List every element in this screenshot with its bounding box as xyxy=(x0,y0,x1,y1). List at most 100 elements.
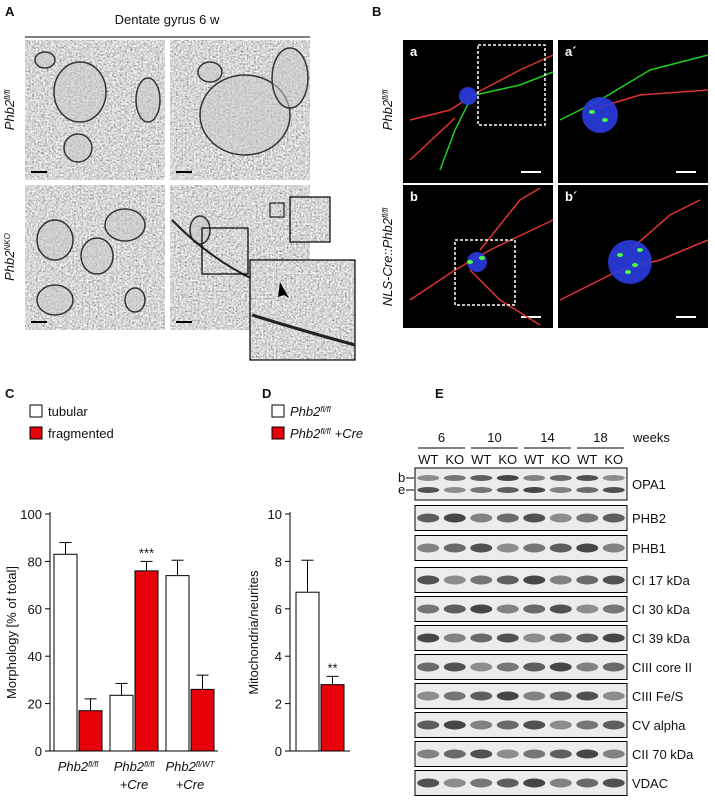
row-label-part: Phb2 xyxy=(2,99,17,130)
timepoint: 6 xyxy=(438,430,445,445)
band xyxy=(523,487,546,493)
significance: ** xyxy=(327,660,337,675)
genotype: WT xyxy=(418,452,438,467)
x-tick-label-part: Phb2 xyxy=(58,759,89,774)
row-label-part: fl/fl xyxy=(381,89,390,99)
isoform-label: e xyxy=(398,482,405,497)
band xyxy=(549,720,572,730)
neurite xyxy=(629,199,701,251)
band xyxy=(470,778,493,788)
band xyxy=(417,513,440,523)
x-tick-label-line2: +Cre xyxy=(120,777,149,792)
neurite xyxy=(409,117,456,161)
band xyxy=(417,720,440,730)
band xyxy=(602,778,625,788)
y-axis-label: Morphology [% of total] xyxy=(4,566,19,699)
protein-label: CI 17 kDa xyxy=(632,573,691,588)
row-label: Phb2NKO xyxy=(2,233,17,281)
zoom-box xyxy=(477,44,546,126)
band xyxy=(496,575,519,585)
protein-label: CV alpha xyxy=(632,718,686,733)
y-tick-label: 4 xyxy=(275,649,282,664)
band xyxy=(443,604,466,614)
protein-label: VDAC xyxy=(632,776,668,791)
isoform-label: b xyxy=(398,470,405,485)
neurite xyxy=(479,187,541,251)
genotype: KO xyxy=(604,452,623,467)
mitochondrion xyxy=(189,215,211,245)
band xyxy=(470,487,493,493)
band xyxy=(576,575,599,585)
band xyxy=(549,604,572,614)
band xyxy=(443,691,466,701)
membrane xyxy=(251,313,356,347)
bar xyxy=(165,575,190,752)
x-tick-label-part: fl/fl xyxy=(88,760,98,769)
band xyxy=(602,633,625,643)
inset-frame xyxy=(249,259,356,361)
bar xyxy=(53,553,78,752)
mito-signal xyxy=(589,110,595,114)
panel-letter: A xyxy=(5,4,15,19)
band xyxy=(417,691,440,701)
x-tick-label: Phb2fl/fl xyxy=(114,759,155,774)
band xyxy=(549,543,572,553)
nucleus xyxy=(459,87,477,105)
row-label-part: Phb2 xyxy=(380,99,395,130)
bar xyxy=(190,688,215,752)
row-label-part: NKO xyxy=(3,233,12,250)
y-tick-label: 80 xyxy=(28,554,42,569)
bar xyxy=(78,710,103,752)
panel-letter: E xyxy=(435,386,444,401)
inset-frame xyxy=(289,196,331,243)
neurite xyxy=(439,99,471,171)
legend-swatch xyxy=(29,426,43,440)
bar xyxy=(109,694,134,752)
band xyxy=(523,633,546,643)
x-tick-label-part: fl/WT xyxy=(196,760,216,769)
band xyxy=(549,691,572,701)
protein-label: CII 70 kDa xyxy=(632,747,694,762)
band xyxy=(443,513,466,523)
band xyxy=(549,633,572,643)
band xyxy=(576,691,599,701)
legend-label: Phb2fl/fl +Cre xyxy=(290,426,363,441)
mito-signal xyxy=(632,263,638,267)
genotype: WT xyxy=(577,452,597,467)
band xyxy=(576,604,599,614)
row-label: Phb2fl/fl xyxy=(2,89,17,130)
band xyxy=(523,575,546,585)
protein-label: CI 30 kDa xyxy=(632,602,691,617)
panel-letter: B xyxy=(372,4,381,19)
significance: *** xyxy=(139,545,154,560)
band xyxy=(443,543,466,553)
genotype: KO xyxy=(551,452,570,467)
mitochondrion xyxy=(36,284,74,316)
mitochondrion xyxy=(124,287,146,313)
band xyxy=(417,633,440,643)
row-label: NLS-Cre::Phb2fl/fl xyxy=(380,208,395,307)
nucleus xyxy=(582,97,618,133)
protein-label: PHB1 xyxy=(632,541,666,556)
band xyxy=(443,575,466,585)
band xyxy=(417,604,440,614)
legend-label-part: fl/fl xyxy=(320,427,330,436)
row-label-part: Phb2 xyxy=(2,250,17,281)
protein-label: CIII Fe/S xyxy=(632,689,684,704)
band xyxy=(496,749,519,759)
band xyxy=(443,662,466,672)
band xyxy=(602,513,625,523)
blot xyxy=(414,467,628,501)
inset xyxy=(289,196,331,243)
band xyxy=(470,749,493,759)
band xyxy=(470,604,493,614)
neurite xyxy=(474,71,554,96)
band xyxy=(417,475,440,481)
band xyxy=(549,778,572,788)
bar xyxy=(134,570,159,752)
band xyxy=(496,633,519,643)
band xyxy=(417,749,440,759)
band xyxy=(523,543,546,553)
band xyxy=(602,662,625,672)
